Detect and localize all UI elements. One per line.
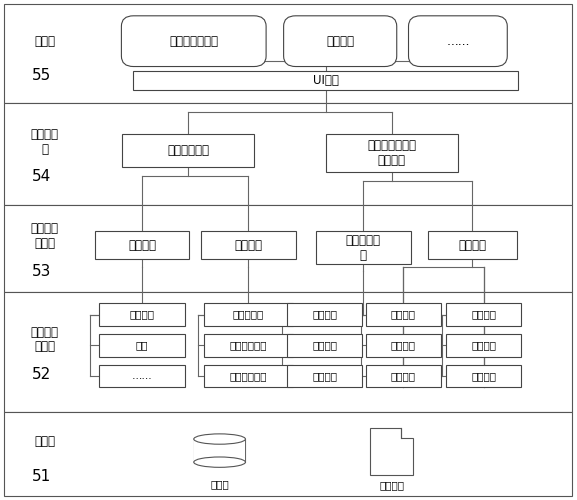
Bar	[204, 364, 293, 387]
Text: 基础业务
服务层: 基础业务 服务层	[31, 326, 58, 353]
Bar	[99, 304, 185, 326]
Text: 报表管理: 报表管理	[471, 340, 496, 350]
Bar	[194, 439, 245, 462]
Bar	[447, 364, 521, 387]
Text: 系统管理服务: 系统管理服务	[167, 144, 209, 157]
Text: 数据库: 数据库	[210, 478, 229, 488]
Text: 信息融合: 信息融合	[391, 340, 416, 350]
Bar	[366, 304, 441, 326]
Text: 52: 52	[32, 367, 51, 382]
Text: 数据访问: 数据访问	[234, 238, 263, 252]
Bar	[201, 230, 295, 260]
Bar	[447, 304, 521, 326]
Text: 常用算法: 常用算法	[391, 310, 416, 320]
Text: 监测与诊断中心: 监测与诊断中心	[169, 34, 218, 48]
Text: ……: ……	[132, 371, 152, 381]
Text: 数据库访问: 数据库访问	[233, 310, 264, 320]
Text: 维护中心: 维护中心	[326, 34, 354, 48]
Text: 51: 51	[32, 468, 51, 483]
FancyBboxPatch shape	[121, 16, 266, 66]
Text: 53: 53	[32, 264, 51, 278]
Bar	[4, 205, 572, 292]
Text: 文档报表: 文档报表	[458, 238, 486, 252]
Bar	[447, 334, 521, 356]
Text: 54: 54	[32, 169, 51, 184]
Text: 特征提取: 特征提取	[312, 310, 337, 320]
Text: ……: ……	[446, 34, 470, 48]
Bar	[366, 334, 441, 356]
Bar	[4, 412, 572, 496]
Polygon shape	[370, 428, 413, 475]
Bar	[316, 232, 410, 264]
Text: 预测算法: 预测算法	[391, 371, 416, 381]
Text: 实时数据访问: 实时数据访问	[230, 371, 267, 381]
Text: 数据文件访问: 数据文件访问	[230, 340, 267, 350]
Bar	[204, 304, 293, 326]
Text: 业务处理
层: 业务处理 层	[31, 128, 58, 156]
Text: 验证授权: 验证授权	[128, 238, 156, 252]
Bar	[287, 304, 362, 326]
Bar	[99, 364, 185, 387]
Bar	[287, 334, 362, 356]
FancyBboxPatch shape	[284, 16, 397, 66]
Bar	[4, 292, 572, 412]
Bar	[99, 334, 185, 356]
Text: 55: 55	[32, 68, 51, 84]
Bar	[366, 364, 441, 387]
Text: 配电公司级设备
维护服务: 配电公司级设备 维护服务	[368, 139, 417, 167]
Bar	[133, 72, 518, 90]
Text: 评估算法: 评估算法	[312, 340, 337, 350]
Ellipse shape	[194, 457, 245, 468]
Bar	[4, 4, 572, 103]
Bar	[287, 364, 362, 387]
Text: UI处理: UI处理	[313, 74, 339, 88]
Text: 授权: 授权	[136, 340, 148, 350]
Text: 权限验证: 权限验证	[130, 310, 155, 320]
Text: 波形分析: 波形分析	[471, 371, 496, 381]
Bar	[4, 104, 572, 205]
FancyBboxPatch shape	[409, 16, 507, 66]
Text: 故障分析: 故障分析	[312, 371, 337, 381]
Text: 文档管理: 文档管理	[471, 310, 496, 320]
Bar	[326, 134, 458, 172]
Bar	[95, 230, 189, 260]
Text: 数据层: 数据层	[34, 435, 55, 448]
Bar	[122, 134, 254, 168]
Text: 业务服务
总线层: 业务服务 总线层	[31, 222, 58, 250]
Bar	[204, 334, 293, 356]
Text: 电网设备维
护: 电网设备维 护	[346, 234, 381, 262]
Ellipse shape	[194, 434, 245, 444]
Text: 表示层: 表示层	[34, 34, 55, 48]
Text: 数据文件: 数据文件	[379, 480, 404, 490]
Bar	[428, 230, 517, 260]
